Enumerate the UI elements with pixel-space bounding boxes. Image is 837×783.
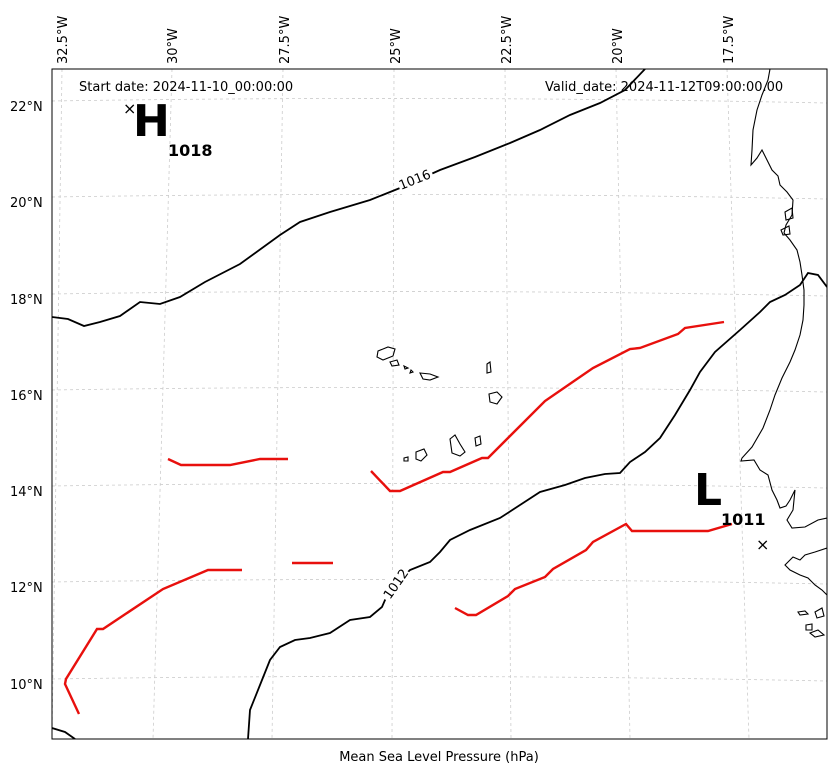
guinea-coast (784, 547, 827, 596)
lat-label-22n: 22°N (10, 100, 43, 115)
map-caption: Mean Sea Level Pressure (hPa) (339, 750, 539, 765)
island-brava (403, 456, 409, 462)
high-center-value: 1018 (168, 141, 213, 160)
canary-fragment-2 (780, 225, 791, 236)
island-santiago (449, 434, 466, 457)
lat-label-18n: 18°N (10, 293, 43, 308)
canary-fragment-1 (784, 207, 794, 221)
isobar-1016 (52, 69, 646, 327)
high-center-marker: × (123, 99, 136, 118)
coastlines (376, 69, 827, 638)
island-sao-vicente (389, 359, 400, 367)
isobar-1016-right (247, 271, 827, 739)
isobar-bottom-left (52, 727, 76, 739)
lon-label-25w: 25°W (389, 28, 404, 64)
lon-label-27-5w: 27.5°W (278, 16, 293, 64)
low-center-marker: × (756, 535, 769, 554)
island-boa-vista (488, 391, 503, 405)
island-fogo (415, 448, 428, 462)
start-date-label: Start date: 2024-11-10_00:00:00 (79, 80, 293, 95)
bijagos-islands (797, 607, 826, 638)
lon-label-30w: 30°W (166, 28, 181, 64)
graticule (52, 69, 827, 739)
front-segment-4 (63, 568, 242, 715)
lat-label-20n: 20°N (10, 196, 43, 211)
fronts (63, 320, 733, 715)
front-segment-2 (370, 320, 725, 493)
island-sao-nicolau (419, 372, 440, 381)
low-center-value: 1011 (721, 510, 766, 529)
island-santa-luzia (403, 364, 415, 374)
longitude-labels: 32.5°W 30°W 27.5°W 25°W 22.5°W 20°W 17.5… (56, 16, 737, 64)
lat-label-16n: 16°N (10, 389, 43, 404)
isobars (52, 69, 827, 739)
lat-label-14n: 14°N (10, 485, 43, 500)
lon-label-32-5w: 32.5°W (56, 16, 71, 64)
high-center-letter: H (133, 96, 170, 147)
island-sal (486, 361, 492, 374)
valid-date-label: Valid_date: 2024-11-12T09:00:00.00 (545, 80, 783, 95)
latitude-labels: 22°N 20°N 18°N 16°N 14°N 12°N 10°N (10, 100, 43, 693)
front-segment-5 (454, 522, 733, 617)
low-center-letter: L (694, 465, 722, 516)
front-segment-1 (167, 457, 288, 467)
lon-label-17-5w: 17.5°W (722, 16, 737, 64)
island-santo-antao (376, 346, 396, 361)
lon-label-22-5w: 22.5°W (500, 16, 515, 64)
lon-label-20w: 20°W (611, 28, 626, 64)
map-frame (51, 68, 828, 740)
lat-label-10n: 10°N (10, 678, 43, 693)
island-maio (474, 435, 482, 447)
lat-label-12n: 12°N (10, 581, 43, 596)
african-coastline (740, 69, 827, 529)
